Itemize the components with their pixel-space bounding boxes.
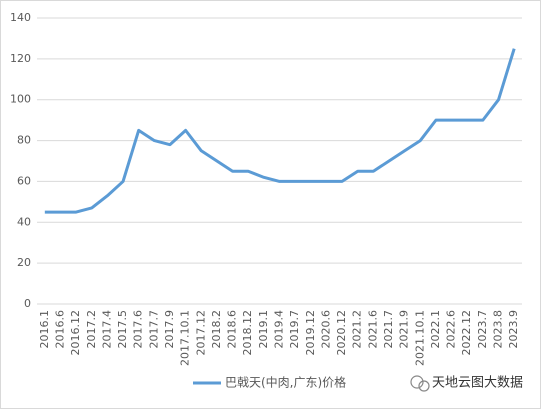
x-tick-label: 2018.2: [210, 310, 223, 349]
x-tick-label: 2019.7: [288, 310, 301, 349]
y-tick-label: 140: [10, 11, 31, 24]
y-tick-label: 80: [17, 134, 31, 147]
x-tick-label: 2023.7: [476, 310, 489, 349]
legend-label: 巴戟天(中肉,广东)价格: [225, 375, 346, 390]
x-tick-label: 2022.1: [429, 310, 442, 349]
y-tick-label: 40: [17, 215, 31, 228]
x-tick-label: 2023.8: [492, 310, 505, 349]
x-tick-label: 2021.6: [366, 310, 379, 349]
x-tick-label: 2016.1: [38, 310, 51, 349]
x-tick-label: 2019.4: [273, 310, 286, 349]
y-tick-label: 100: [10, 93, 31, 106]
x-tick-label: 2017.12: [194, 310, 207, 356]
x-tick-label: 2017.9: [163, 310, 176, 349]
x-tick-label: 2016.6: [53, 310, 66, 349]
x-tick-label: 2022.12: [460, 310, 473, 356]
x-tick-label: 2020.12: [335, 310, 348, 356]
y-tick-label: 60: [17, 174, 31, 187]
watermark-icon: [410, 375, 430, 392]
x-tick-label: 2017.10.1: [179, 310, 192, 366]
x-tick-label: 2016.12: [69, 310, 82, 356]
x-tick-label: 2022.6: [445, 310, 458, 349]
y-tick-label: 120: [10, 52, 31, 65]
x-tick-label: 2017.5: [116, 310, 129, 349]
x-tick-label: 2021.2: [351, 310, 364, 349]
x-tick-label: 2019.1: [257, 310, 270, 349]
line-series: [44, 48, 516, 214]
x-tick-label: 2021.9: [398, 310, 411, 349]
x-tick-label: 2019.12: [304, 310, 317, 356]
x-tick-label: 2017.7: [147, 310, 160, 349]
x-tick-label: 2018.12: [241, 310, 254, 356]
x-tick-label: 2021.7: [382, 310, 395, 349]
y-tick-label: 20: [17, 256, 31, 269]
x-tick-label: 2017.2: [85, 310, 98, 349]
x-tick-label: 2020.6: [319, 310, 332, 349]
x-tick-label: 2021.10.1: [413, 310, 426, 366]
x-tick-label: 2017.4: [100, 310, 113, 349]
watermark: 天地云图大数据: [432, 376, 523, 391]
x-tick-label: 2018.6: [226, 310, 239, 349]
x-tick-label: 2023.9: [507, 310, 520, 349]
x-tick-label: 2017.6: [132, 310, 145, 349]
y-tick-label: 0: [24, 297, 31, 310]
